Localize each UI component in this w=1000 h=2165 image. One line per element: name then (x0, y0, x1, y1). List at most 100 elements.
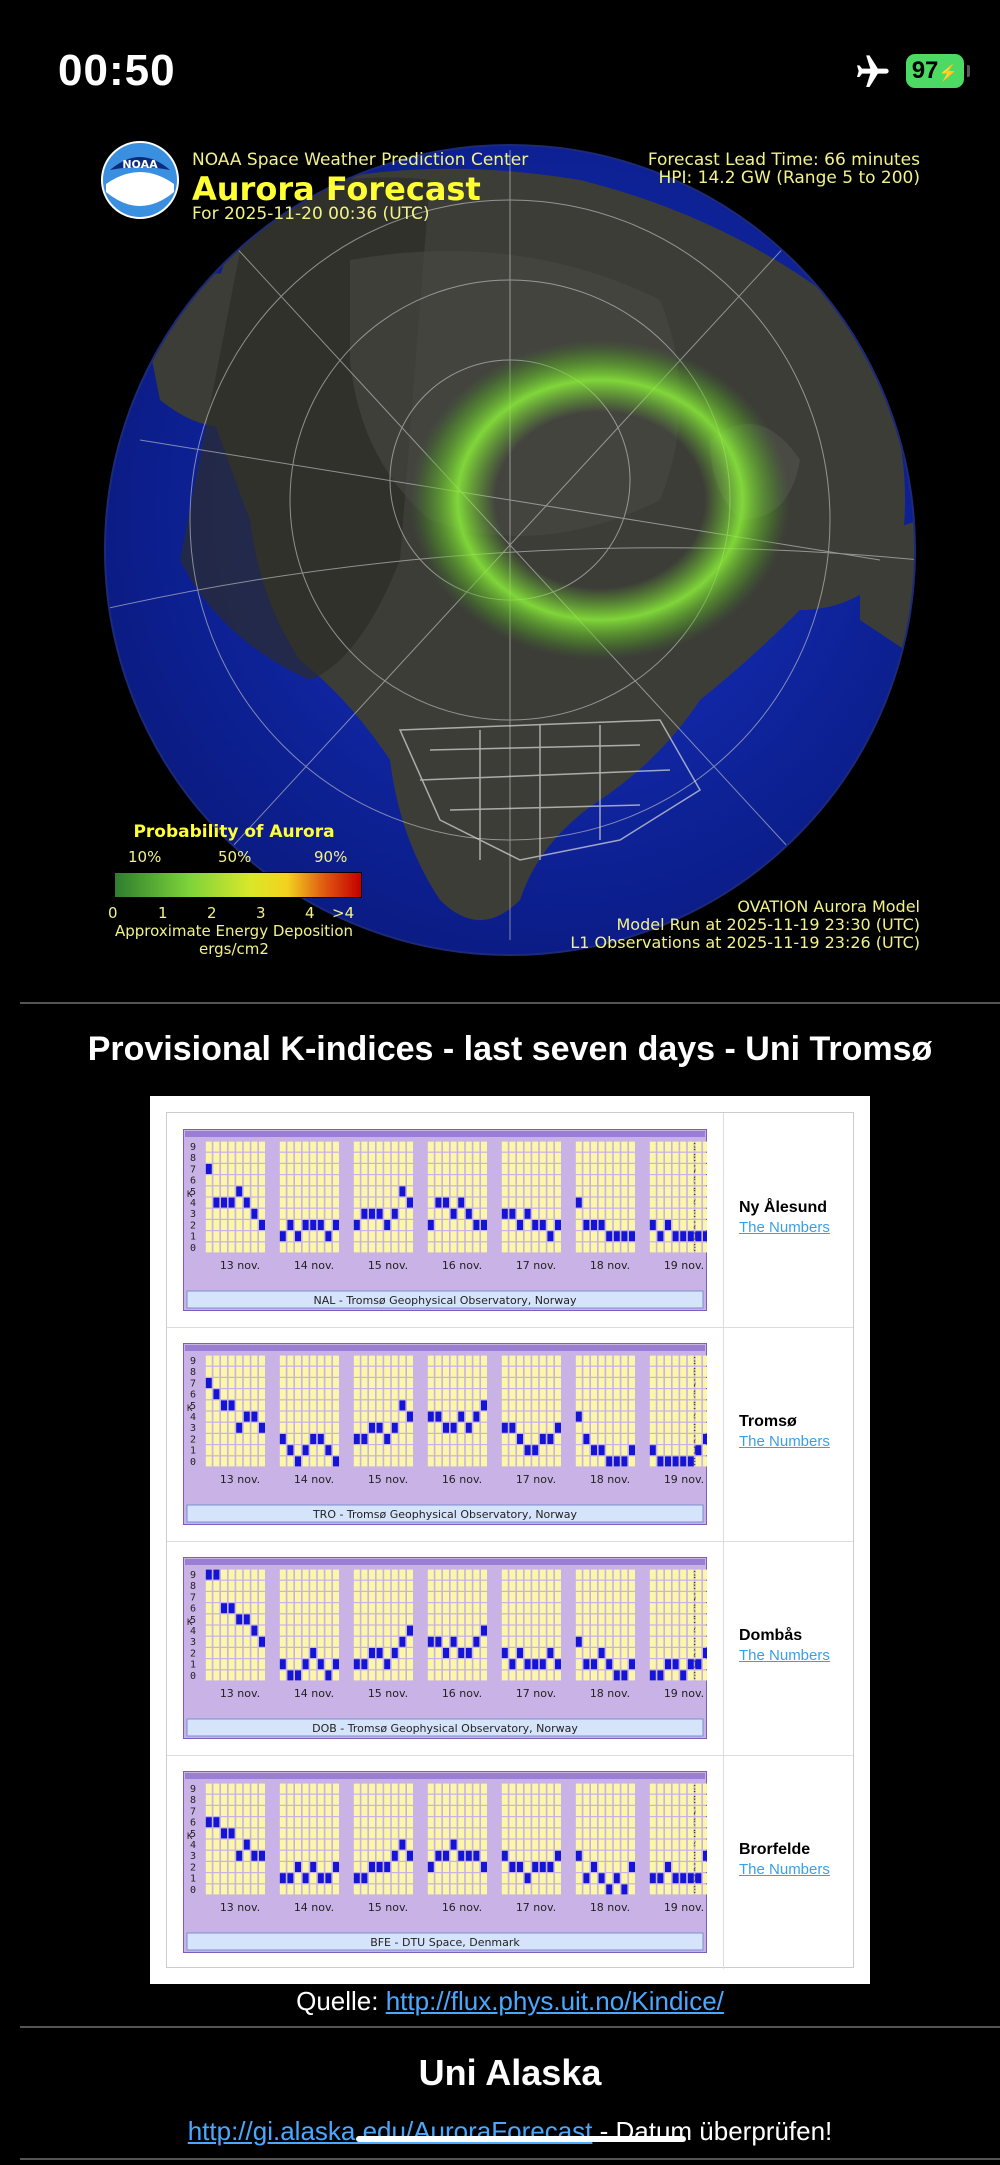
the-numbers-link[interactable]: The Numbers (739, 1433, 830, 1450)
source-link[interactable]: http://flux.phys.uit.no/Kindice/ (385, 1986, 724, 2016)
grid-cell (333, 1648, 339, 1658)
grid-cell (539, 1422, 546, 1433)
the-numbers-link[interactable]: The Numbers (739, 1861, 830, 1878)
grid-cell (450, 1164, 457, 1174)
grid-cell (251, 1569, 258, 1580)
grid-cell (532, 1569, 539, 1580)
grid-cell (547, 1175, 554, 1186)
grid-cell (583, 1208, 590, 1219)
grid-cell (649, 1186, 656, 1197)
the-numbers-link[interactable]: The Numbers (739, 1219, 830, 1236)
grid-cell (435, 1783, 442, 1794)
grid-cell (205, 1648, 212, 1658)
grid-cell (501, 1355, 508, 1366)
grid-cell (591, 1434, 597, 1444)
k-value-mark (501, 1422, 508, 1433)
grid-cell (236, 1817, 243, 1828)
grid-cell (539, 1592, 546, 1602)
grid-cell (555, 1456, 561, 1467)
grid-cell (435, 1884, 442, 1895)
grid-cell (672, 1445, 679, 1456)
grid-cell (606, 1186, 613, 1197)
grid-cell (539, 1828, 546, 1839)
y-tick-label: 5 (190, 1615, 196, 1626)
grid-cell (236, 1569, 243, 1580)
grid-cell (629, 1434, 635, 1444)
grid-cell (524, 1625, 531, 1636)
legend-tick: 3 (256, 904, 266, 922)
k-value-mark (547, 1434, 554, 1444)
grid-cell (575, 1366, 582, 1377)
grid-cell (509, 1220, 516, 1230)
grid-cell (317, 1614, 324, 1625)
grid-cell (547, 1445, 554, 1456)
caption-bar (186, 1718, 704, 1737)
grid-cell (279, 1806, 286, 1816)
grid-cell (575, 1434, 582, 1444)
grid-cell (399, 1208, 406, 1219)
grid-cell (221, 1220, 227, 1230)
grid-cell (532, 1794, 539, 1805)
grid-cell (310, 1850, 317, 1861)
grid-cell (501, 1873, 508, 1884)
grid-cell (295, 1434, 301, 1444)
grid-cell (606, 1794, 613, 1805)
grid-cell (517, 1580, 523, 1591)
grid-cell (310, 1614, 317, 1625)
grid-cell (680, 1839, 687, 1850)
grid-cell (205, 1862, 212, 1872)
grid-cell (361, 1569, 368, 1580)
grid-cell (384, 1850, 391, 1861)
grid-cell (353, 1355, 360, 1366)
grid-cell (473, 1434, 480, 1444)
grid-cell (302, 1378, 309, 1388)
k-value-mark (703, 1434, 707, 1444)
grid-cell (407, 1828, 413, 1839)
grid-cell (228, 1569, 235, 1580)
grid-cell (384, 1569, 391, 1580)
grid-cell (555, 1141, 561, 1152)
grid-cell (539, 1670, 546, 1681)
grid-cell (353, 1569, 360, 1580)
grid-cell (517, 1603, 523, 1614)
grid-cell (517, 1636, 523, 1647)
grid-cell (353, 1366, 360, 1377)
grid-cell (657, 1355, 664, 1366)
grid-cell (384, 1625, 391, 1636)
grid-cell (629, 1242, 635, 1253)
grid-cell (575, 1580, 582, 1591)
k-value-mark (532, 1220, 539, 1230)
k-value-mark (236, 1422, 243, 1433)
grid-cell (243, 1220, 250, 1230)
k-value-mark (228, 1603, 235, 1614)
grid-cell (221, 1783, 227, 1794)
grid-cell (621, 1378, 628, 1388)
k-value-mark (575, 1197, 582, 1208)
grid-cell (213, 1648, 220, 1658)
grid-cell (613, 1378, 620, 1388)
grid-cell (539, 1873, 546, 1884)
grid-cell (473, 1648, 480, 1658)
grid-cell (665, 1873, 671, 1884)
the-numbers-link[interactable]: The Numbers (739, 1647, 830, 1664)
k-value-mark (606, 1456, 613, 1467)
grid-cell (621, 1208, 628, 1219)
grid-cell (539, 1141, 546, 1152)
grid-cell (672, 1592, 679, 1602)
grid-cell (333, 1614, 339, 1625)
k-value-mark (703, 1231, 707, 1242)
grid-cell (435, 1817, 442, 1828)
grid-cell (213, 1592, 220, 1602)
grid-cell (532, 1400, 539, 1411)
grid-cell (501, 1603, 508, 1614)
grid-cell (606, 1175, 613, 1186)
grid-cell (680, 1186, 687, 1197)
grid-cell (317, 1592, 324, 1602)
grid-cell (369, 1164, 375, 1174)
k-value-mark (427, 1220, 434, 1230)
grid-cell (302, 1794, 309, 1805)
grid-cell (465, 1817, 472, 1828)
k-value-mark (310, 1648, 317, 1658)
grid-cell (703, 1873, 707, 1884)
chart-top-band (185, 1345, 705, 1351)
